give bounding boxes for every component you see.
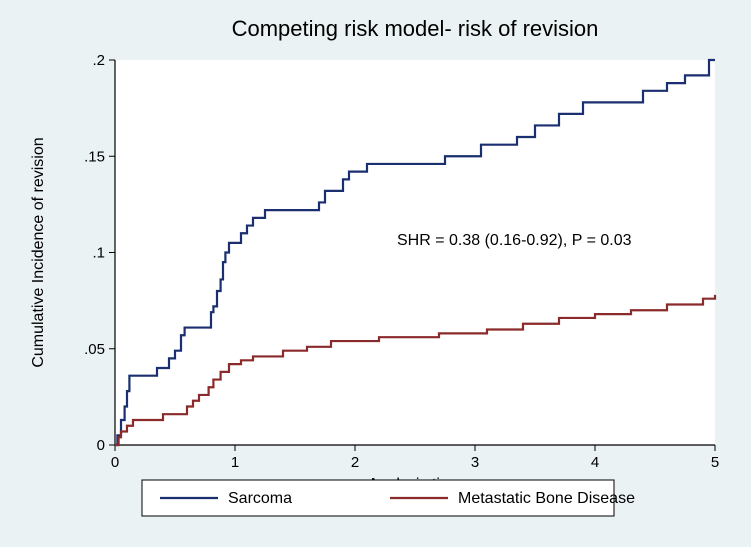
chart-svg: 0 1 2 3 4 5 0 .05 .1 .15 .2 Competing risk model- r… xyxy=(0,0,751,547)
x-tick-label: 2 xyxy=(351,454,359,471)
x-tick-label: 3 xyxy=(471,454,479,471)
x-tick-label: 5 xyxy=(711,454,719,471)
x-tick-label: 4 xyxy=(591,454,599,471)
y-tick-label: .05 xyxy=(84,341,105,358)
y-tick-label: .1 xyxy=(92,245,105,262)
x-tick-label: 1 xyxy=(231,454,239,471)
y-tick-label: .15 xyxy=(84,148,105,165)
x-tick-label: 0 xyxy=(111,454,119,471)
chart-container: 0 1 2 3 4 5 0 .05 .1 .15 .2 Competing risk model- r… xyxy=(0,0,751,547)
y-axis-label: Cumulative Incidence of revision xyxy=(30,137,47,367)
legend-label: Metastatic Bone Disease xyxy=(458,490,635,507)
chart-title: Competing risk model- risk of revision xyxy=(232,16,599,41)
annotation-text: SHR = 0.38 (0.16-0.92), P = 0.03 xyxy=(397,232,632,249)
y-tick-label: .2 xyxy=(92,52,105,69)
plot-bg xyxy=(115,60,715,445)
y-tick-label: 0 xyxy=(97,437,105,454)
legend-label: Sarcoma xyxy=(228,490,292,507)
